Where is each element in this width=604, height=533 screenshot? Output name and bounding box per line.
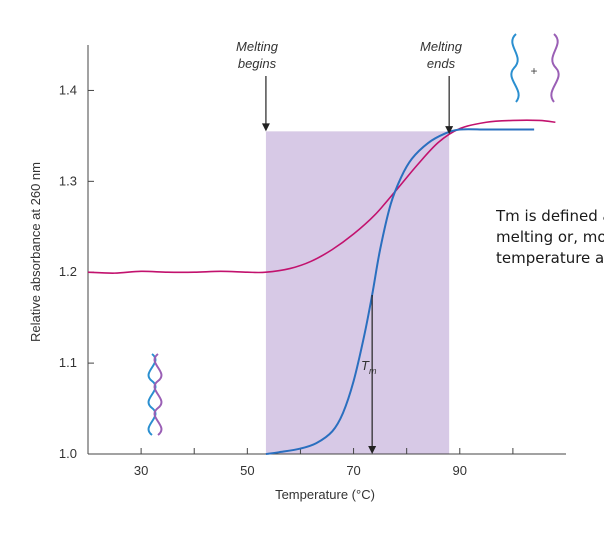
x-tick-label: 50 (240, 463, 254, 478)
melting-begins-arrow-head (261, 123, 270, 132)
melting-ends-label-line1: Melting (420, 39, 463, 54)
single-strand-purple-icon (550, 33, 560, 103)
x-tick-label: 90 (453, 463, 467, 478)
single-strand-blue-icon (510, 33, 520, 103)
note-line-1: Tm is defined as the (496, 207, 604, 225)
tm-arrow-head (368, 446, 377, 454)
melting-ends-label-line2: ends (427, 56, 456, 71)
y-tick-label: 1.1 (59, 355, 77, 370)
tm-definition-text: Tm is defined as the melting or, more fo… (496, 206, 604, 269)
y-tick-label: 1.4 (59, 82, 77, 97)
y-tick-label: 1.2 (59, 264, 77, 279)
y-axis-title: Relative absorbance at 260 nm (28, 162, 43, 342)
melting-begins-label-line2: begins (238, 56, 277, 71)
melting-region (265, 131, 450, 454)
melting-begins-label-line1: Melting (236, 39, 279, 54)
note-line-2: melting or, more formally, (496, 228, 604, 246)
melting-ends-arrow-head (445, 126, 454, 135)
x-axis-title: Temperature (°C) (275, 487, 375, 502)
absorbance-curve-magenta (87, 119, 556, 274)
tm-label-subscript: m (369, 366, 377, 376)
x-tick-label: 70 (346, 463, 360, 478)
y-tick-label: 1.0 (59, 446, 77, 461)
note-line-3: temperature at which half (496, 249, 604, 267)
absorbance-curve-blue (265, 128, 535, 455)
x-tick-label: 30 (134, 463, 148, 478)
double-helix-icon (147, 353, 163, 436)
y-tick-label: 1.3 (59, 173, 77, 188)
tm-label: T (361, 358, 370, 373)
plus-sign: + (530, 64, 537, 78)
